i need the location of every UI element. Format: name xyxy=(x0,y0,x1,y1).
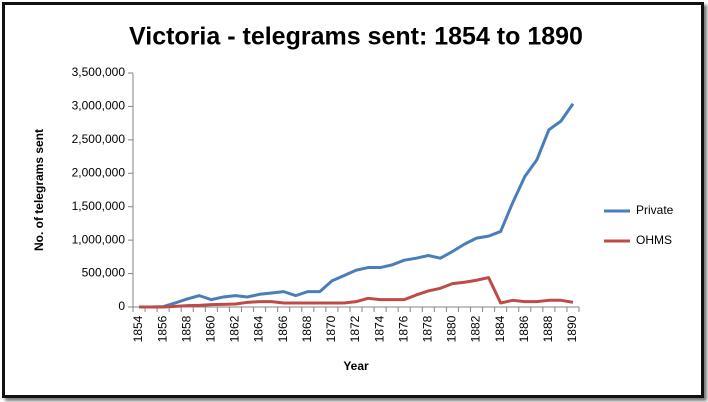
y-tick-label: 2,500,000 xyxy=(72,132,126,146)
x-tick-label: 1890 xyxy=(565,315,579,342)
y-tick-label: 2,000,000 xyxy=(72,165,126,179)
x-tick-label: 1878 xyxy=(420,315,434,342)
y-tick-label: 500,000 xyxy=(82,266,126,280)
x-tick-label: 1858 xyxy=(179,315,193,342)
series-line xyxy=(139,102,575,309)
y-tick-label: 3,000,000 xyxy=(72,99,126,113)
x-tick-label: 1880 xyxy=(445,315,459,342)
legend-label: OHMS xyxy=(636,233,672,247)
y-tick-label: 1,000,000 xyxy=(72,232,126,246)
x-tick-label: 1874 xyxy=(372,315,386,342)
x-tick-label: 1886 xyxy=(517,315,531,342)
x-tick-label: 1876 xyxy=(396,315,410,342)
x-axis-title: Year xyxy=(343,359,369,373)
x-tick-label: 1882 xyxy=(469,315,483,342)
series-line xyxy=(139,276,574,309)
chart-title: Victoria - telegrams sent: 1854 to 1890 xyxy=(129,23,583,51)
x-tick-label: 1866 xyxy=(276,315,290,342)
x-tick-label: 1884 xyxy=(493,315,507,342)
x-tick-label: 1856 xyxy=(155,315,169,342)
x-tick-label: 1888 xyxy=(541,315,555,342)
legend-label: Private xyxy=(636,203,674,217)
x-tick-label: 1860 xyxy=(204,315,218,342)
x-tick-label: 1868 xyxy=(300,315,314,342)
y-axis-title: No. of telegrams sent xyxy=(32,129,46,251)
y-tick-label: 3,500,000 xyxy=(72,65,126,79)
x-tick-label: 1864 xyxy=(252,315,266,342)
x-tick-label: 1872 xyxy=(348,315,362,342)
y-tick-label: 0 xyxy=(118,299,125,313)
y-tick-label: 1,500,000 xyxy=(72,199,126,213)
x-tick-label: 1854 xyxy=(131,315,145,342)
x-tick-label: 1870 xyxy=(324,315,338,342)
chart-frame xyxy=(2,2,704,398)
x-tick-label: 1862 xyxy=(228,315,242,342)
